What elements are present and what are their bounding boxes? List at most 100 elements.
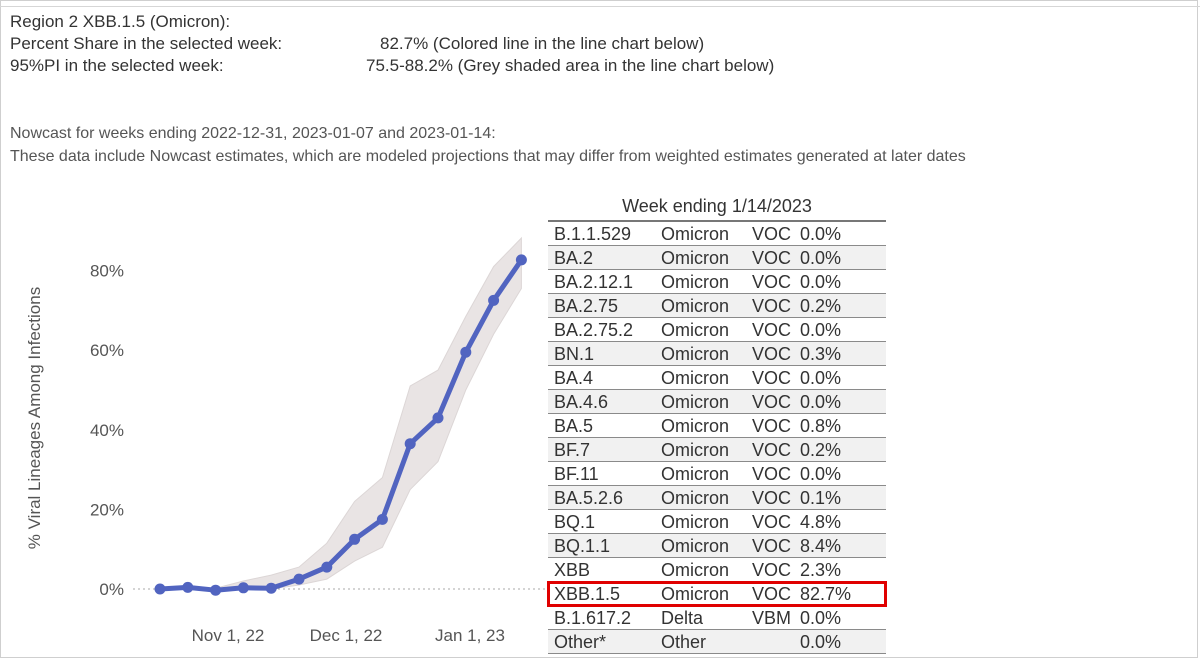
lineage-cell: XBB.1.5 [554,584,621,604]
lineage-cell: BA.4 [554,368,594,388]
lineage-cell: BA.5.2.6 [554,488,624,508]
variant-cell: Delta [661,608,704,628]
x-tick-label: Jan 1, 23 [435,626,505,645]
variant-cell: Omicron [661,488,730,508]
percent-cell: 0.0% [800,392,842,412]
variant-cell: Omicron [661,416,730,436]
type-cell: VOC [752,272,792,292]
table-row[interactable]: BA.4 Omicron VOC 0.0% [548,366,886,390]
table-row[interactable]: BF.7 Omicron VOC 0.2% [548,438,886,462]
y-tick-label: 0% [99,580,124,599]
type-cell: VOC [752,224,792,244]
table-row[interactable]: BQ.1.1 Omicron VOC 8.4% [548,534,886,558]
y-axis-label: % Viral Lineages Among Infections [25,287,44,549]
lineage-cell: BA.5 [554,416,594,436]
type-cell: VOC [752,248,792,268]
table-row[interactable]: BA.2 Omicron VOC 0.0% [548,246,886,270]
percent-cell: 0.0% [800,608,842,628]
table-row[interactable]: BA.2.75 Omicron VOC 0.2% [548,294,886,318]
y-tick-label: 80% [90,262,124,281]
table-row[interactable]: BF.11 Omicron VOC 0.0% [548,462,886,486]
table-row[interactable]: BQ.1 Omicron VOC 4.8% [548,510,886,534]
data-point[interactable] [182,581,194,593]
lineage-cell: B.1.617.2 [554,608,632,628]
table-row[interactable]: Other* Other 0.0% [548,630,886,654]
table-row[interactable]: BN.1 Omicron VOC 0.3% [548,342,886,366]
variant-cell: Omicron [661,224,730,244]
table-row[interactable]: BA.5.2.6 Omicron VOC 0.1% [548,486,886,510]
y-tick-label: 60% [90,341,124,360]
lineage-cell: BQ.1.1 [554,536,611,556]
table-row[interactable]: BA.2.75.2 Omicron VOC 0.0% [548,318,886,342]
lineage-cell: BA.2.75 [554,296,619,316]
variant-cell: Omicron [661,248,730,268]
lineage-cell: BQ.1 [554,512,596,532]
table-title: Week ending 1/14/2023 [548,193,886,222]
table-row[interactable]: BA.5 Omicron VOC 0.8% [548,414,886,438]
table-row[interactable]: B.1.617.2 Delta VBM 0.0% [548,606,886,630]
nowcast-line-1: Nowcast for weeks ending 2022-12-31, 202… [10,125,496,142]
summary-title: Region 2 XBB.1.5 (Omicron): [10,12,231,31]
selection-summary: Region 2 XBB.1.5 (Omicron): Percent Shar… [10,11,774,77]
pi-label: 95%PI in the selected week: [10,56,224,75]
data-point[interactable] [515,254,527,266]
data-point[interactable] [237,582,249,594]
percent-cell: 0.0% [800,272,842,292]
y-tick-label: 20% [90,500,124,519]
percent-cell: 0.0% [800,224,842,244]
type-cell: VOC [752,344,792,364]
percent-cell: 0.0% [800,248,842,268]
percent-cell: 0.0% [800,368,842,388]
lineage-cell: XBB [554,560,591,580]
lineage-line-chart[interactable]: 0% 20% 40% 60% 80% Nov 1, 22 Dec 1, 22 Jan 1, 2… [0,200,545,660]
nowcast-note: Nowcast for weeks ending 2022-12-31, 202… [10,122,966,168]
data-point[interactable] [460,346,472,358]
variant-cell: Omicron [661,368,730,388]
variant-cell: Omicron [661,536,730,556]
table-row[interactable]: XBB Omicron VOC 2.3% [548,558,886,582]
percent-cell: 4.8% [800,512,842,532]
data-point[interactable] [293,573,305,585]
lineage-cell: BA.4.6 [554,392,609,412]
table-row[interactable]: B.1.1.529 Omicron VOC 0.0% [548,222,886,246]
data-point[interactable] [349,533,361,545]
share-value: 82.7% (Colored line in the line chart be… [380,34,705,53]
percent-cell: 0.2% [800,440,842,460]
data-point[interactable] [432,412,444,424]
share-label: Percent Share in the selected week: [10,34,283,53]
type-cell: VBM [752,608,792,628]
data-point[interactable] [154,583,166,595]
variant-cell: Omicron [661,392,730,412]
data-point[interactable] [376,513,388,525]
lineage-cell: BN.1 [554,344,595,364]
lineage-cell: BA.2 [554,248,594,268]
data-point[interactable] [265,582,277,594]
data-point[interactable] [321,561,333,573]
percent-cell: 0.3% [800,344,842,364]
data-point[interactable] [210,584,222,596]
lineage-cell: Other* [554,632,607,652]
type-cell: VOC [752,512,792,532]
lineage-table: Week ending 1/14/2023 B.1.1.529 Omicron VO… [547,193,887,654]
type-cell: VOC [752,584,792,604]
type-cell: VOC [752,368,792,388]
lineage-cell: BA.2.12.1 [554,272,634,292]
percent-cell: 0.8% [800,416,842,436]
variant-cell: Omicron [661,272,730,292]
lineage-cell: BF.7 [554,440,591,460]
percent-cell: 0.0% [800,632,842,652]
percent-cell: 2.3% [800,560,842,580]
type-cell: VOC [752,464,792,484]
y-tick-label: 40% [90,421,124,440]
lineage-cell: BF.11 [554,464,599,484]
type-cell: VOC [752,392,792,412]
prediction-interval-band [159,236,522,592]
table-row-selected[interactable]: XBB.1.5 Omicron VOC 82.7% [547,581,887,607]
table-row[interactable]: BA.4.6 Omicron VOC 0.0% [548,390,886,414]
data-point[interactable] [488,294,500,306]
variant-cell: Omicron [661,464,730,484]
table-row[interactable]: BA.2.12.1 Omicron VOC 0.0% [548,270,886,294]
percent-cell: 82.7% [800,584,852,604]
data-point[interactable] [404,438,416,450]
